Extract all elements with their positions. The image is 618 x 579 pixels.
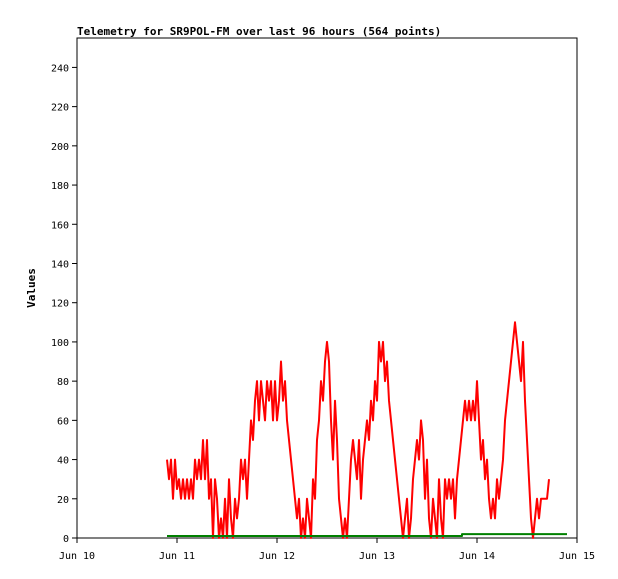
x-tick-label: Jun 10 [59,551,95,562]
y-tick-label: 40 [57,456,69,467]
y-axis-label: Values [25,268,38,308]
y-tick-label: 200 [51,142,69,153]
x-axis: Jun 10 Jun 11 Jun 12 Jun 13 Jun 14 Jun 15 [59,538,595,562]
y-tick-label: 240 [51,63,69,74]
x-tick-label: Jun 13 [359,551,395,562]
x-tick-label: Jun 15 [559,551,595,562]
plot-frame [76,37,578,539]
x-tick-label: Jun 12 [259,551,295,562]
y-tick-label: 100 [51,338,69,349]
chart-title: Telemetry for SR9POL-FM over last 96 hou… [77,25,441,38]
y-tick-label: 20 [57,495,69,506]
y-tick-label: 60 [57,416,69,427]
y-axis: 0 20 40 60 80 100 120 140 160 180 200 220 240 [51,63,77,545]
y-tick-label: 80 [57,377,69,388]
y-tick-label: 220 [51,103,69,114]
series-line-1 [166,321,550,539]
series-line-2 [167,533,567,537]
y-tick-label: 120 [51,299,69,310]
x-tick-label: Jun 14 [459,551,495,562]
y-tick-label: 180 [51,181,69,192]
y-tick-label: 140 [51,259,69,270]
x-tick-label: Jun 11 [159,551,195,562]
y-tick-label: 160 [51,220,69,231]
series-layer [166,321,567,539]
y-tick-label: 0 [63,534,69,545]
